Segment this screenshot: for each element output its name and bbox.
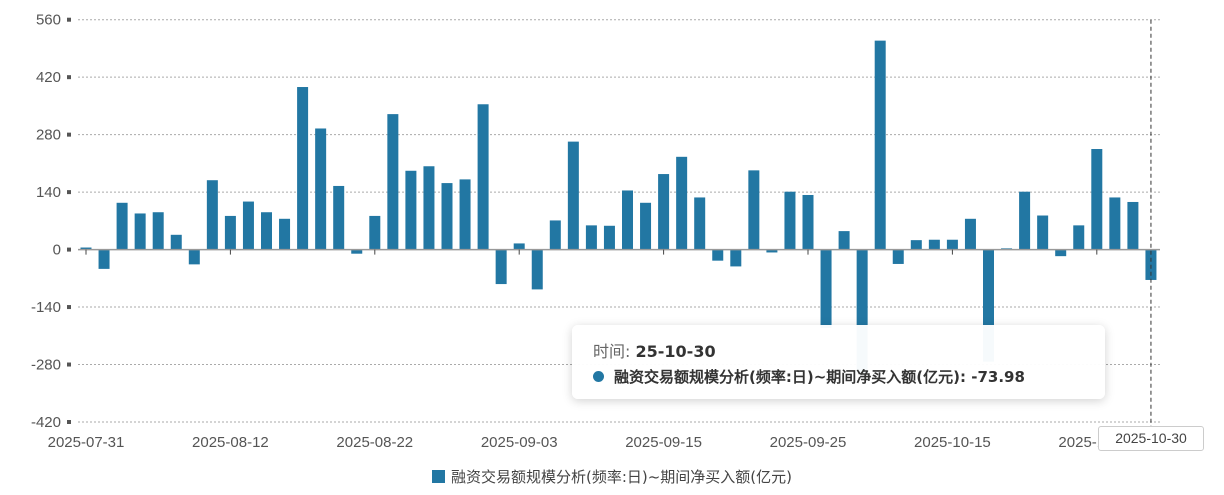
x-tick-label: 2025-08-22	[336, 434, 413, 451]
bar	[369, 215, 381, 250]
bar	[1127, 201, 1139, 250]
bar	[170, 234, 182, 250]
y-tick-label: 560	[36, 12, 61, 29]
y-tick-label: 0	[53, 242, 61, 259]
bar	[297, 87, 309, 250]
bar	[622, 190, 633, 250]
bar	[459, 179, 471, 250]
bar	[333, 185, 345, 250]
y-tick-label: -280	[31, 357, 61, 374]
bar	[603, 225, 615, 250]
bar	[676, 156, 688, 250]
bar	[134, 213, 146, 250]
bar	[315, 128, 327, 250]
bar	[549, 220, 561, 250]
tooltip-series-label: 融资交易额规模分析(频率:日)~期间净买入额(亿元):	[614, 368, 966, 386]
legend-label[interactable]: 融资交易额规模分析(频率:日)~期间净买入额(亿元)	[450, 468, 793, 486]
axis-pointer-label: 2025-10-30	[1098, 426, 1204, 451]
bar	[1037, 215, 1049, 250]
bar	[640, 202, 652, 250]
y-tick-label: -140	[31, 299, 61, 316]
bar	[116, 202, 128, 250]
tooltip-value: -73.98	[971, 368, 1025, 386]
x-tick-label: 2025-10-15	[914, 434, 991, 451]
bar	[748, 170, 760, 250]
tooltip-time-label: 时间:	[593, 342, 631, 361]
y-tick-mark	[67, 247, 71, 252]
bar	[856, 249, 868, 373]
tooltip-series-row: 融资交易额规模分析(频率:日)~期间净买入额(亿元): -73.98	[593, 366, 1025, 387]
y-tick-mark	[67, 305, 71, 310]
bar	[585, 225, 597, 250]
legend-swatch-icon	[431, 470, 445, 483]
bar	[567, 141, 579, 250]
bar	[784, 191, 796, 250]
bar	[730, 249, 742, 267]
series-dot-icon	[593, 371, 604, 382]
bar	[98, 249, 110, 269]
bar	[423, 166, 435, 250]
bar	[351, 249, 363, 254]
bar	[224, 215, 236, 250]
bar	[279, 218, 291, 250]
tooltip-time-value: 25-10-30	[635, 342, 716, 361]
bar	[802, 194, 814, 250]
y-tick-label: 420	[36, 69, 61, 86]
tooltip-time: 时间: 25-10-30	[593, 338, 716, 362]
bar	[495, 249, 507, 285]
bar	[387, 114, 399, 250]
x-tick-label: 2025-08-12	[192, 434, 269, 451]
bar	[1019, 191, 1031, 250]
bar	[531, 249, 543, 290]
bar	[712, 249, 724, 261]
bar	[1073, 225, 1085, 250]
bar	[946, 239, 958, 250]
bar	[1091, 149, 1103, 250]
bar	[928, 239, 940, 250]
bar	[820, 249, 832, 328]
bar	[261, 212, 272, 250]
bar	[838, 231, 850, 250]
y-tick-label: -420	[31, 414, 61, 431]
y-tick-mark	[67, 362, 71, 367]
x-tick-label: 2025-09-25	[770, 434, 847, 451]
bar	[658, 174, 670, 250]
bar	[513, 243, 525, 250]
y-tick-mark	[67, 17, 71, 22]
bar	[441, 183, 453, 250]
bar	[405, 170, 417, 250]
x-tick-label: 2025-09-03	[481, 434, 558, 451]
bar	[206, 180, 218, 250]
tooltip: 时间: 25-10-30 融资交易额规模分析(频率:日)~期间净买入额(亿元):…	[572, 325, 1105, 399]
bar	[80, 247, 92, 250]
bar	[477, 104, 489, 250]
bar	[1055, 249, 1067, 257]
bar	[766, 249, 778, 253]
y-tick-label: 280	[36, 127, 61, 144]
bar	[152, 212, 164, 250]
bar	[694, 197, 706, 250]
y-tick-mark	[67, 75, 71, 80]
bar	[892, 249, 904, 264]
bar	[188, 249, 200, 265]
bar	[1109, 197, 1121, 250]
bar	[964, 218, 976, 250]
legend[interactable]: 融资交易额规模分析(频率:日)~期间净买入额(亿元)	[0, 466, 1224, 487]
bar	[874, 40, 886, 250]
y-tick-mark	[67, 132, 71, 137]
y-tick-mark	[67, 190, 71, 195]
bar	[910, 240, 922, 250]
bar	[242, 201, 254, 250]
bar	[983, 249, 994, 362]
x-tick-label: 2025-07-31	[48, 434, 125, 451]
y-tick-mark	[67, 420, 71, 424]
y-tick-label: 140	[36, 184, 61, 201]
x-tick-label: 2025-09-15	[625, 434, 702, 451]
